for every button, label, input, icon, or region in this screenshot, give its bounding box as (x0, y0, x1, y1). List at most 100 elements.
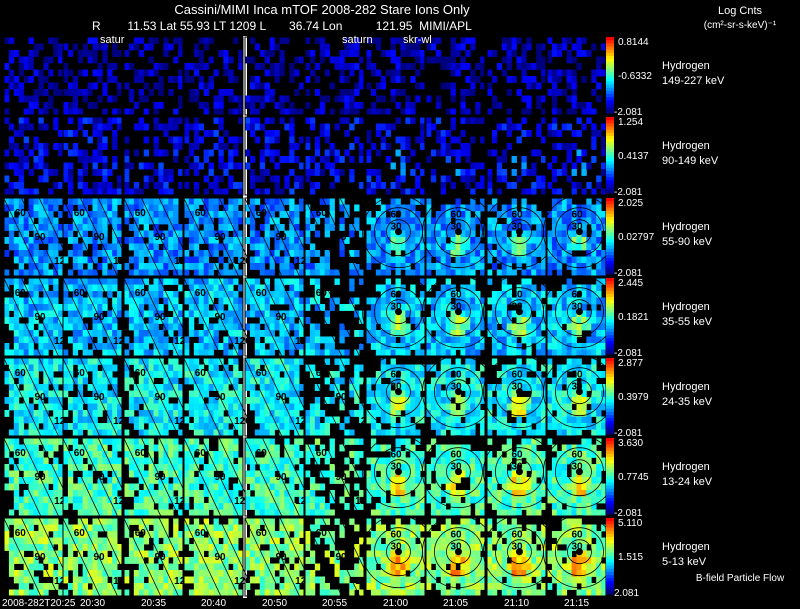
pixel (173, 256, 179, 264)
pixel (440, 390, 447, 398)
pixel (415, 384, 421, 391)
pixel (28, 211, 34, 218)
pixel (168, 188, 174, 196)
pixel (223, 188, 229, 196)
pixel (289, 230, 295, 238)
pixel (551, 237, 558, 244)
pixel (556, 50, 563, 57)
cell-border (123, 116, 184, 196)
pixel (173, 243, 179, 251)
pixel (128, 162, 135, 170)
pixel (314, 291, 321, 298)
pixel (415, 237, 421, 244)
pixel (33, 143, 39, 150)
pixel (33, 278, 39, 285)
pixel (188, 323, 195, 331)
pixel (4, 76, 10, 83)
pixel (107, 169, 113, 176)
pixel (92, 117, 98, 124)
pixel (440, 230, 447, 238)
contour-label: 60 (195, 368, 207, 379)
pixel (480, 256, 486, 264)
pixel (349, 143, 355, 150)
pixel (77, 429, 84, 437)
pixel (314, 169, 321, 176)
pixel (97, 377, 103, 385)
pixel (521, 349, 527, 357)
pixel (284, 250, 290, 257)
pixel (193, 43, 200, 51)
pixel (309, 278, 316, 285)
pixel (97, 117, 103, 124)
pixel (450, 343, 456, 350)
pixel (254, 211, 261, 218)
pixel (487, 297, 493, 305)
contour-line (201, 277, 239, 357)
pixel (450, 250, 456, 257)
pixel (67, 204, 74, 212)
cell-border (244, 116, 305, 196)
pixel (213, 211, 219, 218)
pixel (491, 149, 498, 157)
pixel (264, 149, 270, 157)
pixel (208, 250, 214, 257)
pixel (158, 76, 164, 83)
pixel (390, 323, 396, 331)
pixel (269, 256, 275, 264)
contour-line (123, 197, 162, 277)
pixel (305, 349, 311, 357)
pixel (334, 297, 340, 305)
pixel (344, 37, 350, 44)
pixel (33, 336, 39, 344)
contour-line (218, 277, 257, 357)
pixel (28, 198, 34, 205)
pixel (410, 108, 416, 116)
pixel (400, 310, 406, 318)
pixel (541, 343, 547, 350)
pixel (158, 284, 164, 292)
pixel (274, 188, 280, 196)
pixel (77, 69, 84, 77)
pixel (53, 297, 59, 305)
pixel (576, 256, 582, 264)
pixel (314, 336, 321, 344)
pixel (138, 69, 145, 77)
pixel (238, 230, 244, 238)
pixel (511, 243, 517, 251)
pixel (233, 136, 239, 144)
pixel (410, 256, 416, 264)
pixel (198, 397, 205, 404)
pixel (63, 169, 69, 176)
pixel (133, 250, 140, 257)
pixel (168, 117, 174, 124)
pixel (18, 304, 25, 311)
pixel (487, 410, 493, 417)
pixel (289, 269, 295, 277)
pixel (571, 330, 577, 337)
image-cell (365, 116, 426, 196)
pixel (390, 310, 396, 318)
pixel (67, 89, 74, 96)
pixel (28, 243, 34, 251)
pixel (102, 217, 108, 225)
pixel (249, 182, 256, 189)
pixel (28, 76, 34, 83)
pixel (23, 429, 29, 437)
pixel (193, 63, 200, 70)
pixel (284, 403, 290, 411)
pixel (8, 438, 15, 445)
pixel (385, 156, 391, 163)
pixel (496, 349, 503, 357)
pixel (576, 297, 582, 305)
pixel (380, 297, 387, 305)
pixel (8, 429, 15, 437)
pixel (480, 69, 486, 77)
pixel (188, 198, 195, 205)
pixel (561, 237, 568, 244)
pixel (117, 310, 123, 318)
pixel (305, 89, 311, 96)
pixel (547, 336, 553, 344)
pixel (521, 423, 527, 430)
pixel (435, 230, 442, 238)
pixel (233, 403, 239, 411)
